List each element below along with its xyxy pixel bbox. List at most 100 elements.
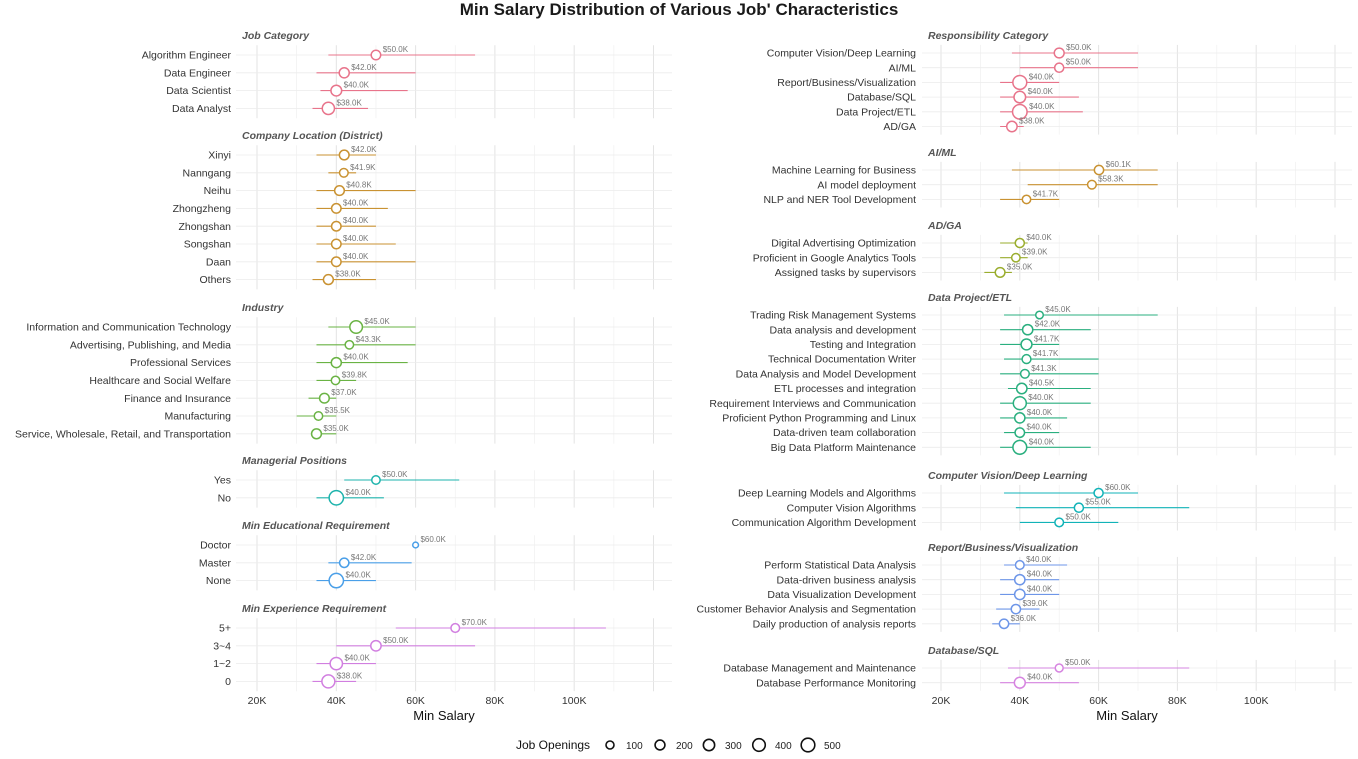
grid — [256, 470, 654, 508]
value-label: $35.5K — [325, 406, 351, 415]
x-tick-label: 100K — [1244, 695, 1269, 707]
value-label: $40.0K — [1027, 673, 1053, 682]
row-big-data-platform-maintenance: Big Data Platform Maintenance $40.0K — [771, 437, 1352, 455]
category-label: Customer Behavior Analysis and Segmentat… — [697, 604, 917, 616]
value-label: $35.0K — [323, 424, 349, 433]
data-point — [1054, 517, 1065, 528]
data-point — [338, 67, 350, 79]
row-requirement-interviews-and-communication: Requirement Interviews and Communication… — [709, 393, 1352, 411]
data-point — [450, 622, 461, 634]
value-label: $50.0K — [382, 470, 408, 479]
category-label: Neihu — [204, 185, 232, 197]
category-label: Data Analysis and Model Development — [736, 368, 916, 380]
value-label: $40.0K — [344, 81, 370, 90]
category-label: Database Performance Monitoring — [756, 677, 916, 689]
row-proficient-python-programming-and-linux: Proficient Python Programming and Linux $… — [722, 408, 1352, 425]
row-data-visualization-development: Data Visualization Development $40.0K — [767, 584, 1352, 601]
category-label: No — [218, 492, 232, 504]
x-tick-label: 60K — [406, 695, 425, 707]
row-data-analyst: Data Analyst $38.0K — [172, 98, 672, 116]
value-label: $40.8K — [346, 181, 372, 190]
category-label: Trading Risk Management Systems — [750, 310, 916, 322]
data-point — [1013, 588, 1026, 601]
row-ai-model-deployment: AI model deployment $58.3K — [817, 175, 1352, 191]
value-label: $41.7K — [1034, 334, 1060, 343]
row-algorithm-engineer: Algorithm Engineer $50.0K — [142, 45, 672, 62]
category-label: Computer Vision Algorithms — [787, 502, 916, 514]
category-label: Yes — [214, 475, 231, 487]
row-computer-vision-deep-learning: Computer Vision/Deep Learning $50.0K — [767, 43, 1352, 60]
x-axis-title: Min Salary — [1096, 708, 1158, 723]
value-label: $43.3K — [356, 335, 382, 344]
category-label: 1~2 — [213, 658, 231, 670]
category-label: Requirement Interviews and Communication — [709, 398, 916, 410]
value-label: $55.0K — [1085, 498, 1111, 507]
row-etl-processes-and-integration: ETL processes and integration $40.5K — [774, 379, 1352, 395]
value-label: $38.0K — [337, 671, 363, 680]
row-data-engineer: Data Engineer $42.0K — [164, 63, 672, 79]
data-point — [1010, 252, 1021, 263]
row-data-scientist: Data Scientist $40.0K — [166, 81, 672, 97]
value-label: $38.0K — [1019, 117, 1045, 126]
category-label: Advertising, Publishing, and Media — [70, 339, 231, 351]
x-tick-label: 100K — [562, 695, 587, 707]
data-point — [1021, 194, 1032, 205]
data-point — [1013, 676, 1026, 689]
row-daan: Daan $40.0K — [206, 252, 672, 268]
category-label: Data-driven business analysis — [777, 574, 916, 586]
category-label: Data analysis and development — [769, 324, 916, 336]
value-label: $42.0K — [351, 145, 377, 154]
row-finance-and-insurance: Finance and Insurance $37.0K — [124, 388, 672, 405]
value-label: $40.0K — [343, 234, 369, 243]
data-point — [338, 149, 350, 161]
category-label: AI/ML — [889, 62, 917, 74]
row-report-business-visualization: Report/Business/Visualization $40.0K — [777, 72, 1352, 91]
row-neihu: Neihu $40.8K — [204, 181, 672, 197]
value-label: $40.0K — [1029, 437, 1055, 446]
category-label: Data Project/ETL — [836, 106, 916, 118]
row-data-driven-team-collaboration: Data-driven team collaboration $40.0K — [773, 423, 1352, 439]
value-label: $50.0K — [383, 45, 409, 54]
row-information-and-communication-technology: Information and Communication Technology… — [26, 317, 672, 335]
category-label: 0 — [225, 676, 231, 688]
row-master: Master $42.0K — [199, 553, 672, 569]
data-point — [313, 411, 324, 421]
facet-ai-ml: AI/ML Machine Learning for Business $60.1K… — [763, 147, 1352, 208]
row-5: 5+ $70.0K — [219, 618, 672, 635]
value-label: $41.3K — [1031, 364, 1057, 373]
row-none: None $40.0K — [206, 571, 672, 589]
data-point — [370, 49, 382, 61]
category-label: Finance and Insurance — [124, 393, 231, 405]
row-ai-ml: AI/ML $50.0K — [889, 58, 1352, 74]
row-manufacturing: Manufacturing $35.5K — [164, 406, 672, 423]
value-label: $70.0K — [462, 618, 488, 627]
data-point — [370, 639, 382, 652]
row-healthcare-and-social-welfare: Healthcare and Social Welfare $39.8K — [89, 370, 672, 387]
value-label: $40.0K — [1027, 423, 1053, 432]
facet-title: AI/ML — [927, 147, 957, 159]
category-label: AI model deployment — [817, 179, 916, 191]
data-point — [1073, 502, 1085, 513]
row-deep-learning-models-and-algorithms: Deep Learning Models and Algorithms $60.0… — [738, 483, 1352, 500]
value-label: $38.0K — [335, 270, 361, 279]
x-tick-label: 20K — [248, 695, 267, 707]
data-point — [338, 167, 349, 178]
grid — [940, 659, 1336, 691]
category-label: Deep Learning Models and Algorithms — [738, 488, 916, 500]
value-label: $40.0K — [344, 654, 370, 663]
facet-industry: Industry Information and Communication Te… — [15, 302, 672, 444]
category-label: Data Engineer — [164, 67, 232, 79]
x-tick-label: 60K — [1089, 695, 1108, 707]
data-point — [322, 273, 335, 286]
row-data-driven-business-analysis: Data-driven business analysis $40.0K — [777, 570, 1352, 586]
row-data-analysis-and-model-development: Data Analysis and Model Development $41.3… — [736, 364, 1352, 380]
category-label: Nanngang — [183, 167, 232, 179]
data-point — [330, 375, 341, 386]
data-point — [1012, 395, 1028, 411]
category-label: Big Data Platform Maintenance — [771, 442, 916, 454]
data-point — [330, 84, 343, 97]
category-label: Testing and Integration — [810, 339, 916, 351]
value-label: $40.0K — [1027, 408, 1053, 417]
